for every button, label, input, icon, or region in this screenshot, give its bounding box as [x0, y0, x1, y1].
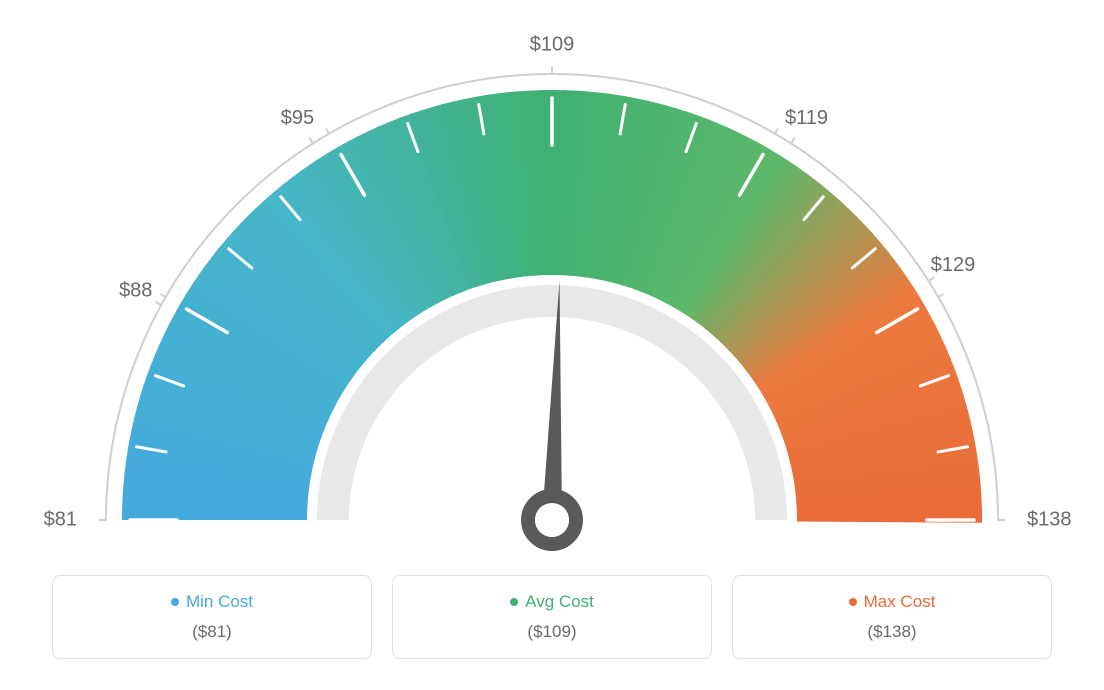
legend-dot-icon: [510, 598, 518, 606]
legend-value: ($109): [393, 622, 711, 642]
legend-value: ($81): [53, 622, 371, 642]
gauge-tick-label: $81: [44, 508, 77, 530]
legend-title: Min Cost: [171, 592, 253, 612]
legend-card: Max Cost ($138): [732, 575, 1052, 659]
legend-value: ($138): [733, 622, 1051, 642]
gauge-tick-label: $95: [281, 107, 314, 129]
legend-card: Min Cost ($81): [52, 575, 372, 659]
legend-label: Avg Cost: [525, 592, 594, 612]
gauge-tick-label: $138: [1027, 508, 1072, 530]
legend-dot-icon: [171, 598, 179, 606]
gauge-hub-fill: [535, 503, 569, 537]
legend-title: Avg Cost: [510, 592, 594, 612]
legend-label: Min Cost: [186, 592, 253, 612]
gauge-tick-label: $119: [785, 107, 828, 129]
gauge-tick-label: $109: [530, 33, 575, 55]
legend-row: Min Cost ($81) Avg Cost ($109) Max Cost ($138…: [0, 560, 1104, 659]
gauge-container: $81 $88 $95 $109 $119 $129 $138: [0, 0, 1104, 560]
gauge-svg: $81 $88 $95 $109 $119 $129 $138: [0, 0, 1104, 560]
gauge-tick-label: $88: [119, 279, 152, 301]
legend-dot-icon: [849, 598, 857, 606]
legend-card: Avg Cost ($109): [392, 575, 712, 659]
gauge-tick-label: $129: [931, 254, 976, 276]
legend-title: Max Cost: [849, 592, 936, 612]
legend-label: Max Cost: [864, 592, 936, 612]
